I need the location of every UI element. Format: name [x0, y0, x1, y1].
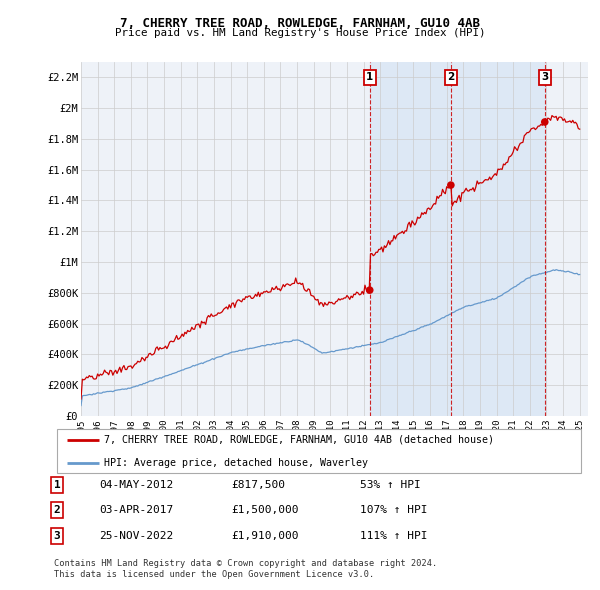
Text: 2: 2 [53, 506, 61, 515]
Text: 03-APR-2017: 03-APR-2017 [99, 506, 173, 515]
Text: 3: 3 [53, 531, 61, 540]
Text: £817,500: £817,500 [231, 480, 285, 490]
Bar [370, 62, 545, 416]
Text: Contains HM Land Registry data © Crown copyright and database right 2024.: Contains HM Land Registry data © Crown c… [54, 559, 437, 568]
Point [540, 117, 550, 127]
Text: 2: 2 [447, 73, 454, 83]
Text: 53% ↑ HPI: 53% ↑ HPI [360, 480, 421, 490]
Text: 25-NOV-2022: 25-NOV-2022 [99, 531, 173, 540]
Text: 7, CHERRY TREE ROAD, ROWLEDGE, FARNHAM, GU10 4AB: 7, CHERRY TREE ROAD, ROWLEDGE, FARNHAM, … [120, 17, 480, 30]
Text: 107% ↑ HPI: 107% ↑ HPI [360, 506, 427, 515]
Text: HPI: Average price, detached house, Waverley: HPI: Average price, detached house, Wave… [104, 458, 368, 468]
Text: 111% ↑ HPI: 111% ↑ HPI [360, 531, 427, 540]
Text: Price paid vs. HM Land Registry's House Price Index (HPI): Price paid vs. HM Land Registry's House … [115, 28, 485, 38]
Text: 04-MAY-2012: 04-MAY-2012 [99, 480, 173, 490]
Text: 7, CHERRY TREE ROAD, ROWLEDGE, FARNHAM, GU10 4AB (detached house): 7, CHERRY TREE ROAD, ROWLEDGE, FARNHAM, … [104, 435, 494, 445]
Text: 3: 3 [541, 73, 548, 83]
Text: 1: 1 [366, 73, 373, 83]
Text: £1,500,000: £1,500,000 [231, 506, 299, 515]
Text: £1,910,000: £1,910,000 [231, 531, 299, 540]
Point [446, 181, 455, 190]
Text: This data is licensed under the Open Government Licence v3.0.: This data is licensed under the Open Gov… [54, 571, 374, 579]
Point [365, 286, 374, 295]
FancyBboxPatch shape [56, 429, 581, 473]
Text: 1: 1 [53, 480, 61, 490]
